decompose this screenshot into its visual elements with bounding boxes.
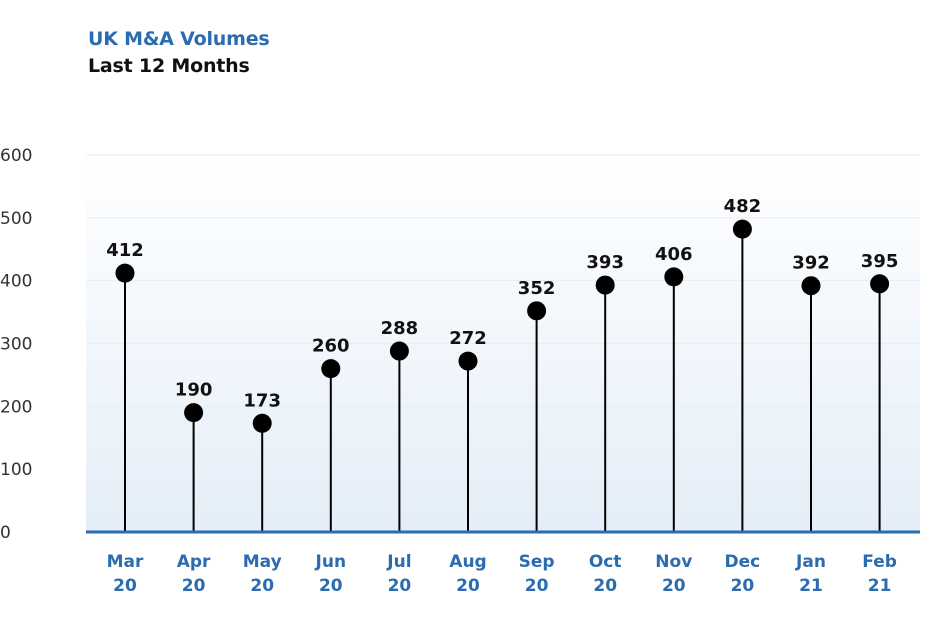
- data-label: 190: [175, 380, 213, 401]
- data-label: 482: [724, 196, 762, 217]
- x-tick-label-month: Aug: [449, 552, 486, 572]
- lollipop-stems: [124, 229, 881, 532]
- lollipop-marker: [801, 276, 821, 296]
- x-tick-label-month: Jan: [795, 552, 826, 572]
- data-label: 392: [792, 253, 830, 274]
- x-tick-label-year: 20: [319, 576, 343, 596]
- y-tick-label: 300: [0, 335, 32, 355]
- data-label: 393: [586, 252, 624, 273]
- lollipop-marker: [115, 263, 135, 283]
- lollipop-marker: [527, 301, 547, 321]
- data-labels: 412 190 173 260 288 272 352 393 406 482 392 395: [106, 196, 898, 411]
- x-tick-label-month: Mar: [107, 552, 144, 572]
- x-tick-label-month: Apr: [177, 552, 211, 572]
- lollipop-marker: [389, 341, 409, 361]
- chart-subtitle: Last 12 Months: [88, 55, 250, 77]
- data-label: 412: [106, 240, 144, 261]
- x-axis-labels: Mar 20 Apr 20 May 20 Jun 20 Jul 20 Aug 20 Sep 20 Oct 20…: [107, 552, 897, 596]
- chart-title: UK M&A Volumes: [88, 28, 270, 50]
- data-label: 395: [861, 251, 899, 272]
- lollipop-marker: [732, 219, 752, 239]
- lollipop-marker: [458, 351, 478, 371]
- y-tick-label: 0: [0, 523, 11, 543]
- x-tick-label-year: 20: [113, 576, 137, 596]
- x-tick-label-month: Jun: [315, 552, 347, 572]
- x-tick-label-month: May: [243, 552, 282, 572]
- x-tick-label-month: Feb: [862, 552, 897, 572]
- x-tick-label-year: 20: [456, 576, 480, 596]
- data-label: 260: [312, 336, 350, 357]
- data-label: 288: [381, 318, 419, 339]
- data-label: 173: [243, 390, 281, 411]
- x-tick-label-year: 20: [388, 576, 412, 596]
- x-tick-label-month: Sep: [519, 552, 555, 572]
- lollipop-marker: [184, 403, 204, 423]
- y-tick-label: 400: [0, 272, 32, 292]
- x-tick-label-year: 21: [799, 576, 823, 596]
- x-tick-label-month: Nov: [655, 552, 692, 572]
- gridlines: [86, 154, 920, 470]
- lollipop-markers: [115, 219, 890, 433]
- data-label: 352: [518, 278, 556, 299]
- lollipop-marker: [321, 359, 341, 379]
- lollipop-marker: [870, 274, 890, 294]
- x-tick-label-year: 20: [731, 576, 755, 596]
- x-tick-label-month: Jul: [386, 552, 411, 572]
- x-tick-label-year: 20: [182, 576, 206, 596]
- y-tick-label: 600: [0, 146, 32, 166]
- x-tick-label-year: 20: [525, 576, 549, 596]
- lollipop-marker: [252, 413, 272, 433]
- x-tick-label-month: Oct: [589, 552, 622, 572]
- lollipop-marker: [595, 275, 615, 295]
- x-tick-label-month: Dec: [725, 552, 761, 572]
- x-tick-label-year: 21: [868, 576, 892, 596]
- y-axis-ticks: 0 100 200 300 400 500 600: [0, 146, 32, 543]
- data-label: 406: [655, 244, 693, 265]
- x-tick-label-year: 20: [662, 576, 686, 596]
- lollipop-marker: [664, 267, 684, 287]
- y-tick-label: 200: [0, 397, 32, 417]
- y-tick-label: 100: [0, 460, 32, 480]
- x-tick-label-year: 20: [593, 576, 617, 596]
- y-tick-label: 500: [0, 209, 32, 229]
- data-label: 272: [449, 328, 487, 349]
- x-tick-label-year: 20: [250, 576, 274, 596]
